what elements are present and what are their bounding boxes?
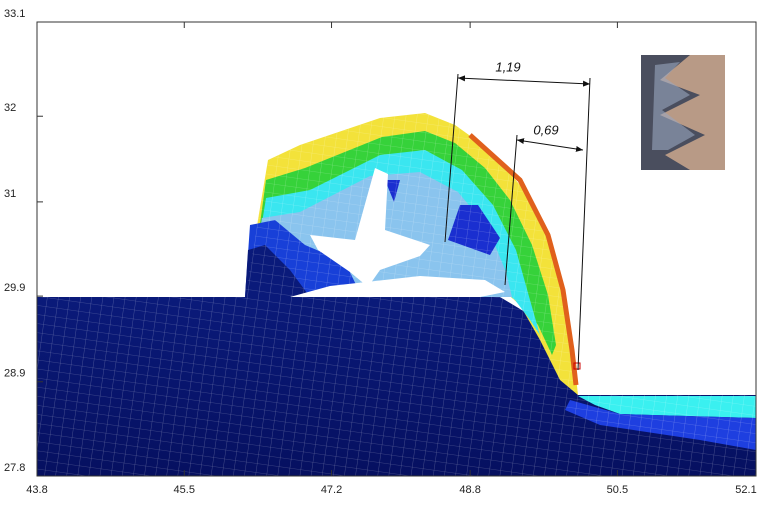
x-tick-label: 45.5 [174, 484, 195, 496]
y-tick-label: 31 [4, 188, 16, 200]
x-tick-label: 50.5 [607, 484, 628, 496]
y-tick-label: 32 [4, 102, 16, 114]
y-tick-label: 33.1 [4, 8, 25, 20]
node-marker [573, 362, 581, 370]
annotation: 1,19 [495, 59, 520, 74]
y-tick-label: 29.9 [4, 282, 25, 294]
dim-arrow [457, 75, 591, 87]
hot-edge [468, 133, 579, 386]
inset-photo [641, 55, 725, 170]
hole-under [290, 276, 505, 297]
photo-highlight [652, 62, 695, 150]
x-tick-label: 52.1 [735, 484, 756, 496]
plot-frame [36, 21, 757, 477]
x-tick-label: 43.8 [26, 484, 47, 496]
model [37, 113, 756, 476]
annotation: 0,69 [533, 122, 558, 137]
dim-arrow [516, 138, 584, 152]
y-tick-label: 28.9 [4, 368, 25, 380]
x-tick-label: 47.2 [321, 484, 342, 496]
hole-star [310, 168, 430, 287]
x-tick-label: 48.8 [459, 484, 480, 496]
dim-line [504, 134, 518, 286]
y-tick-label: 27.8 [4, 462, 25, 474]
dim-line [577, 77, 591, 371]
dim-line [444, 73, 459, 243]
dimensions [444, 73, 591, 371]
